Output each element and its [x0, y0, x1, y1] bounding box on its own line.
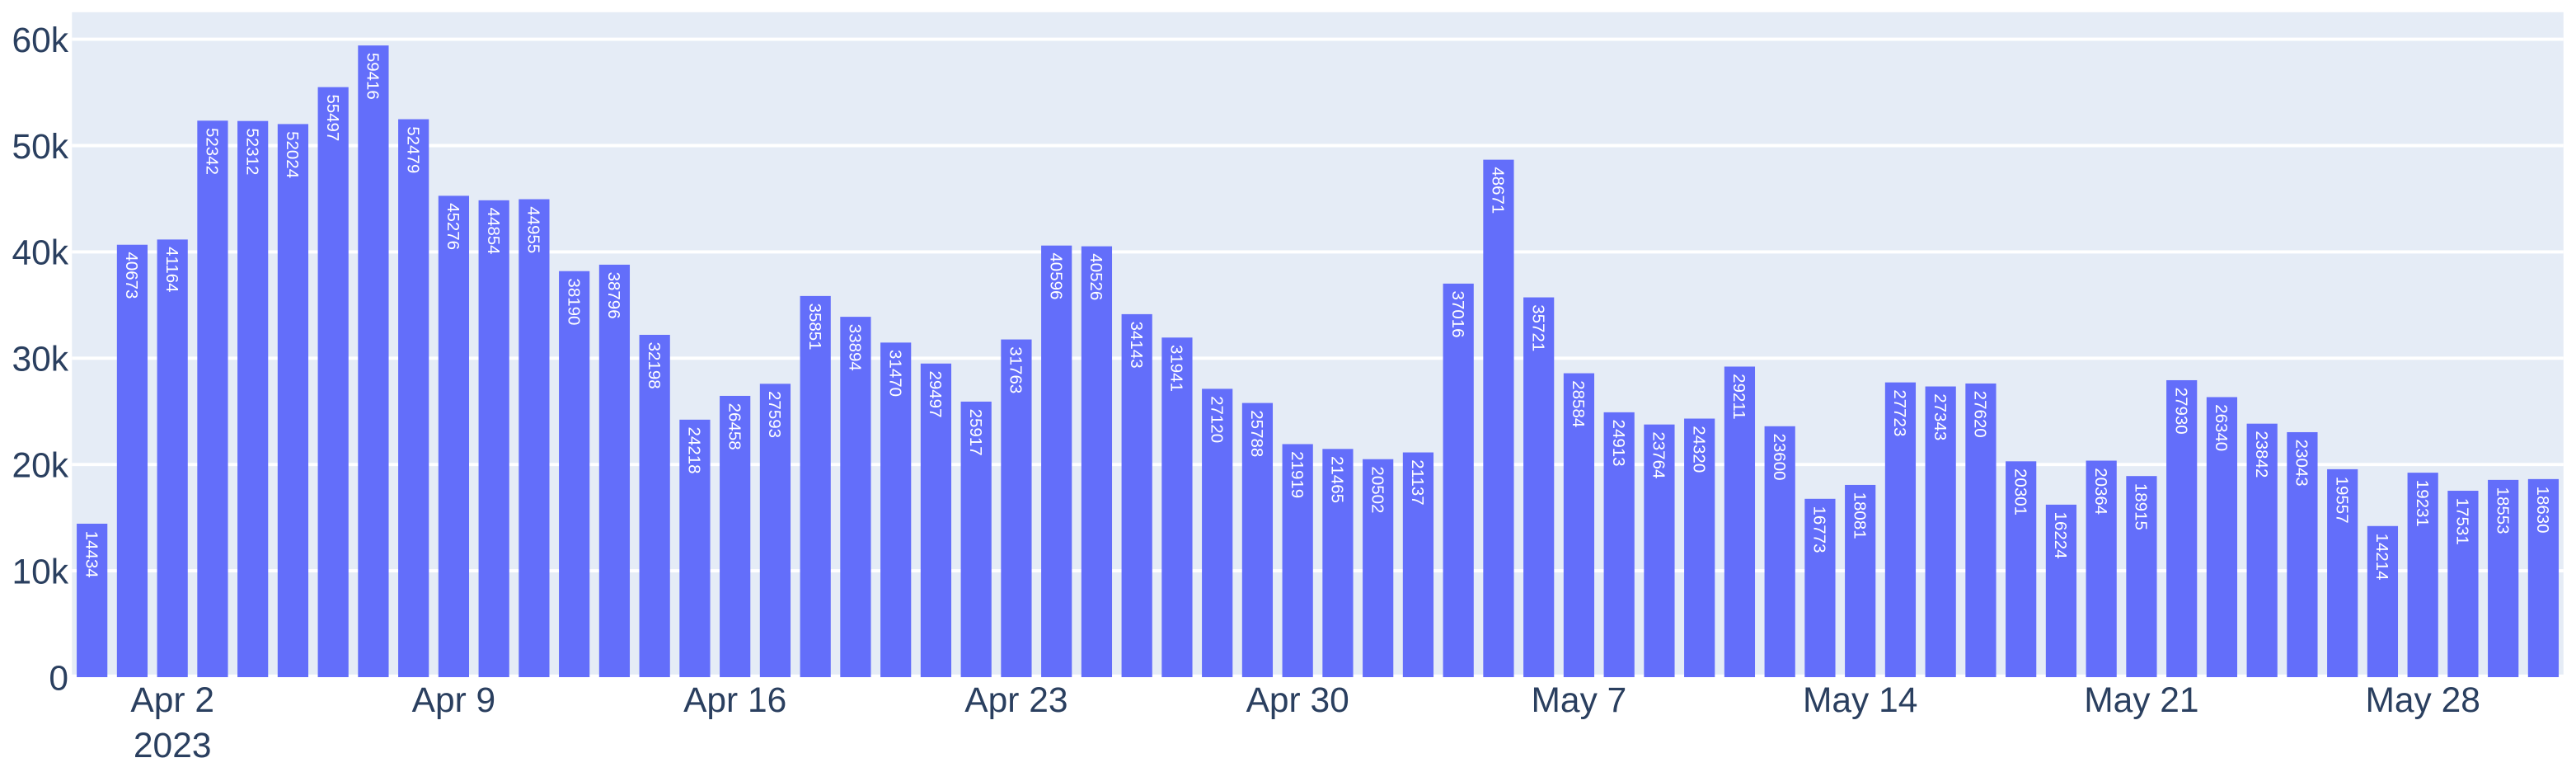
svg-text:29497: 29497	[926, 370, 945, 417]
svg-text:24913: 24913	[1609, 420, 1628, 467]
svg-text:23842: 23842	[2252, 431, 2271, 478]
svg-text:35851: 35851	[805, 304, 824, 351]
svg-text:48671: 48671	[1489, 167, 1508, 214]
svg-text:25788: 25788	[1247, 410, 1266, 457]
svg-text:21137: 21137	[1408, 459, 1427, 505]
svg-text:40673: 40673	[122, 252, 141, 299]
svg-text:27723: 27723	[1890, 389, 1909, 436]
svg-text:16773: 16773	[1810, 506, 1829, 553]
svg-text:26340: 26340	[2212, 404, 2231, 451]
svg-text:0: 0	[49, 659, 68, 698]
svg-text:20502: 20502	[1368, 466, 1387, 513]
svg-text:20301: 20301	[2011, 468, 2029, 515]
svg-text:44955: 44955	[524, 206, 543, 253]
svg-text:41164: 41164	[162, 247, 181, 292]
svg-text:34143: 34143	[1127, 322, 1146, 369]
svg-text:27120: 27120	[1207, 396, 1226, 443]
svg-text:26458: 26458	[725, 403, 744, 450]
svg-text:14434: 14434	[82, 531, 101, 578]
svg-text:2023: 2023	[134, 727, 212, 765]
svg-text:23764: 23764	[1649, 431, 1668, 478]
svg-text:23043: 23043	[2292, 440, 2311, 487]
svg-text:52479: 52479	[403, 126, 422, 173]
svg-text:May 7: May 7	[1532, 681, 1627, 720]
svg-text:Apr 9: Apr 9	[412, 681, 496, 720]
svg-text:20364: 20364	[2091, 468, 2110, 515]
svg-text:19557: 19557	[2332, 477, 2351, 524]
svg-text:17531: 17531	[2453, 498, 2472, 545]
svg-text:27343: 27343	[1931, 393, 1950, 440]
svg-text:38796: 38796	[604, 272, 623, 319]
svg-text:40596: 40596	[1046, 252, 1065, 299]
svg-text:21465: 21465	[1328, 456, 1347, 503]
svg-text:38190: 38190	[564, 278, 583, 325]
svg-text:Apr 16: Apr 16	[683, 681, 786, 720]
svg-text:May 28: May 28	[2366, 681, 2480, 720]
svg-text:18553: 18553	[2493, 487, 2512, 534]
svg-text:52024: 52024	[283, 131, 302, 178]
svg-text:23600: 23600	[1770, 434, 1789, 481]
svg-text:Apr 2: Apr 2	[130, 681, 214, 720]
svg-text:20k: 20k	[12, 447, 68, 486]
svg-text:24218: 24218	[685, 427, 704, 474]
svg-text:31941: 31941	[1167, 345, 1186, 392]
svg-text:37016: 37016	[1448, 291, 1467, 338]
svg-text:May 21: May 21	[2084, 681, 2198, 720]
svg-text:14214: 14214	[2372, 533, 2391, 580]
svg-text:44854: 44854	[484, 208, 503, 255]
svg-text:18915: 18915	[2132, 483, 2151, 530]
svg-text:32198: 32198	[645, 342, 664, 389]
svg-text:May 14: May 14	[1803, 681, 1917, 720]
svg-text:Apr 23: Apr 23	[964, 681, 1067, 720]
svg-text:35721: 35721	[1528, 304, 1547, 351]
svg-text:59416: 59416	[364, 53, 382, 100]
svg-text:52342: 52342	[203, 128, 222, 175]
svg-text:50k: 50k	[12, 128, 68, 167]
svg-text:19231: 19231	[2413, 480, 2432, 527]
svg-text:60k: 60k	[12, 21, 68, 60]
svg-text:18081: 18081	[1850, 492, 1869, 539]
svg-text:29211: 29211	[1729, 374, 1748, 419]
svg-text:40k: 40k	[12, 234, 68, 273]
svg-text:27593: 27593	[765, 391, 784, 438]
svg-text:24320: 24320	[1689, 426, 1708, 473]
svg-text:16224: 16224	[2051, 512, 2070, 559]
svg-text:31470: 31470	[885, 350, 904, 397]
svg-text:45276: 45276	[443, 203, 462, 250]
svg-text:40526: 40526	[1086, 253, 1105, 300]
svg-text:Apr 30: Apr 30	[1246, 681, 1349, 720]
svg-text:30k: 30k	[12, 341, 68, 379]
svg-text:27620: 27620	[1971, 391, 1990, 438]
svg-text:33894: 33894	[846, 324, 865, 371]
svg-text:21919: 21919	[1288, 451, 1307, 498]
svg-text:10k: 10k	[12, 553, 68, 591]
svg-text:52312: 52312	[242, 128, 261, 175]
svg-text:55497: 55497	[323, 94, 342, 141]
svg-text:18630: 18630	[2533, 487, 2552, 534]
svg-text:25917: 25917	[966, 409, 985, 456]
svg-text:31763: 31763	[1006, 346, 1025, 393]
svg-text:28584: 28584	[1569, 380, 1588, 427]
svg-text:27930: 27930	[2171, 388, 2190, 435]
